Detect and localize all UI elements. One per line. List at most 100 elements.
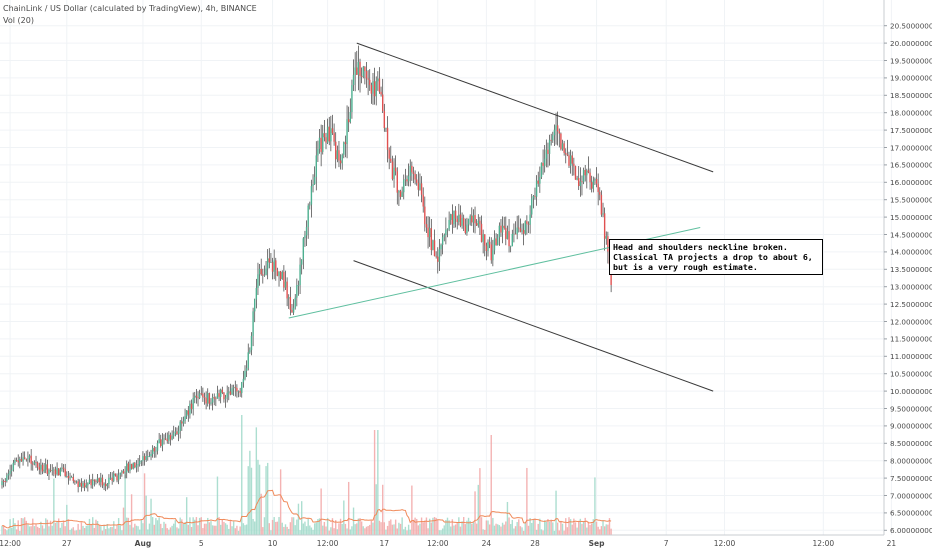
volume-bar bbox=[597, 526, 599, 535]
volume-bar bbox=[177, 528, 180, 535]
price-tick-label: 12.00000000 bbox=[890, 317, 932, 326]
candle-body bbox=[281, 271, 283, 280]
volume-bar bbox=[163, 521, 165, 535]
candle-body bbox=[231, 388, 233, 395]
volume-bar bbox=[221, 519, 224, 535]
candle-body bbox=[275, 260, 277, 270]
volume-bar bbox=[36, 526, 39, 535]
price-tick-label: 18.00000000 bbox=[890, 109, 932, 118]
volume-bar bbox=[54, 522, 57, 535]
volume-bar bbox=[283, 526, 285, 535]
volume-bar bbox=[540, 529, 543, 535]
time-axis[interactable]: 12:00 27 Aug 5 10 12:00 17 12:00 24 28 Sep 7 12:00 12… bbox=[0, 534, 896, 548]
candle-body bbox=[527, 223, 530, 225]
volume-bar bbox=[338, 523, 340, 535]
candle-body bbox=[75, 481, 78, 483]
volume-bar bbox=[527, 525, 530, 535]
candle-body bbox=[479, 220, 481, 224]
candle-body bbox=[121, 471, 123, 473]
volume-bar bbox=[590, 523, 593, 535]
candle-body bbox=[446, 229, 449, 231]
volume-bar bbox=[299, 530, 301, 535]
candle-body bbox=[404, 179, 407, 180]
volume-bar bbox=[33, 526, 36, 535]
volume-bar bbox=[174, 520, 177, 535]
candle-body bbox=[69, 477, 71, 479]
candle-body bbox=[104, 483, 107, 487]
candle-body bbox=[514, 233, 517, 235]
candle-body bbox=[250, 335, 253, 351]
candle-body bbox=[506, 231, 509, 239]
volume-bar bbox=[548, 521, 551, 535]
candle-body bbox=[7, 473, 10, 476]
volume-bar bbox=[459, 526, 462, 535]
volume-bar bbox=[232, 521, 235, 535]
volume-indicator-label[interactable]: Vol (20) bbox=[3, 16, 34, 25]
volume-bar bbox=[25, 520, 27, 535]
time-tick-label: 24 bbox=[482, 539, 492, 548]
volume-bar bbox=[211, 525, 214, 535]
volume-bar bbox=[67, 519, 70, 535]
price-axis[interactable]: 20.50000000 20.00000000 19.50000000 19.0000… bbox=[883, 0, 932, 535]
candle-body bbox=[317, 149, 319, 156]
volume-bar bbox=[124, 474, 126, 535]
candle-body bbox=[365, 71, 368, 79]
candle-body bbox=[260, 268, 262, 275]
volume-bar bbox=[281, 522, 283, 535]
candle-body bbox=[495, 238, 497, 245]
candle-body bbox=[424, 206, 426, 225]
candle-body bbox=[258, 268, 261, 275]
candle-body bbox=[66, 476, 68, 477]
volume-bar bbox=[28, 526, 31, 535]
candle-body bbox=[135, 465, 138, 468]
candle-body bbox=[40, 464, 42, 470]
volume-bar bbox=[482, 529, 484, 535]
volume-bar bbox=[385, 529, 387, 535]
volume-bar bbox=[244, 525, 246, 535]
candle-body bbox=[576, 177, 578, 180]
candle-body bbox=[83, 483, 86, 488]
symbol-title[interactable]: ChainLink / US Dollar (calculated by Tra… bbox=[3, 4, 257, 13]
candle-body bbox=[349, 111, 351, 123]
candles bbox=[1, 45, 612, 493]
candle-body bbox=[292, 307, 295, 313]
candle-body bbox=[9, 470, 11, 474]
candle-body bbox=[456, 218, 458, 222]
volume-bar bbox=[608, 518, 611, 535]
price-tick-label: 17.50000000 bbox=[890, 126, 932, 135]
candle-body bbox=[513, 233, 515, 235]
candle-body bbox=[540, 162, 543, 178]
candle-body bbox=[279, 271, 282, 280]
candle-body bbox=[268, 258, 270, 263]
volume-bar bbox=[403, 529, 405, 535]
volume-bar bbox=[197, 525, 199, 535]
volume-bar bbox=[453, 525, 455, 535]
volume-bar bbox=[66, 504, 68, 535]
volume-bar bbox=[463, 517, 465, 535]
time-tick-label: 7 bbox=[664, 539, 669, 548]
candle-body bbox=[23, 457, 26, 459]
volume-bar bbox=[377, 430, 379, 535]
candle-body bbox=[378, 78, 381, 92]
candle-body bbox=[80, 482, 83, 487]
candle-body bbox=[425, 224, 428, 228]
price-tick-label: 20.00000000 bbox=[890, 39, 932, 48]
candle-body bbox=[12, 462, 15, 470]
candle-body bbox=[571, 155, 573, 164]
candle-body bbox=[187, 410, 189, 415]
annotation-box[interactable]: Head and shoulders neckline broken. Clas… bbox=[609, 239, 823, 275]
candle-body bbox=[129, 464, 131, 471]
candle-body bbox=[432, 240, 434, 251]
volume-bar bbox=[407, 524, 410, 535]
candle-body bbox=[450, 214, 452, 220]
candle-body bbox=[226, 392, 228, 398]
volume-bar bbox=[104, 529, 107, 535]
candle-body bbox=[122, 471, 125, 474]
candle-body bbox=[441, 237, 444, 245]
volume-bar bbox=[435, 517, 437, 535]
volume-bar bbox=[291, 517, 293, 535]
volume-bar bbox=[399, 523, 402, 535]
volume-bar bbox=[561, 523, 564, 535]
